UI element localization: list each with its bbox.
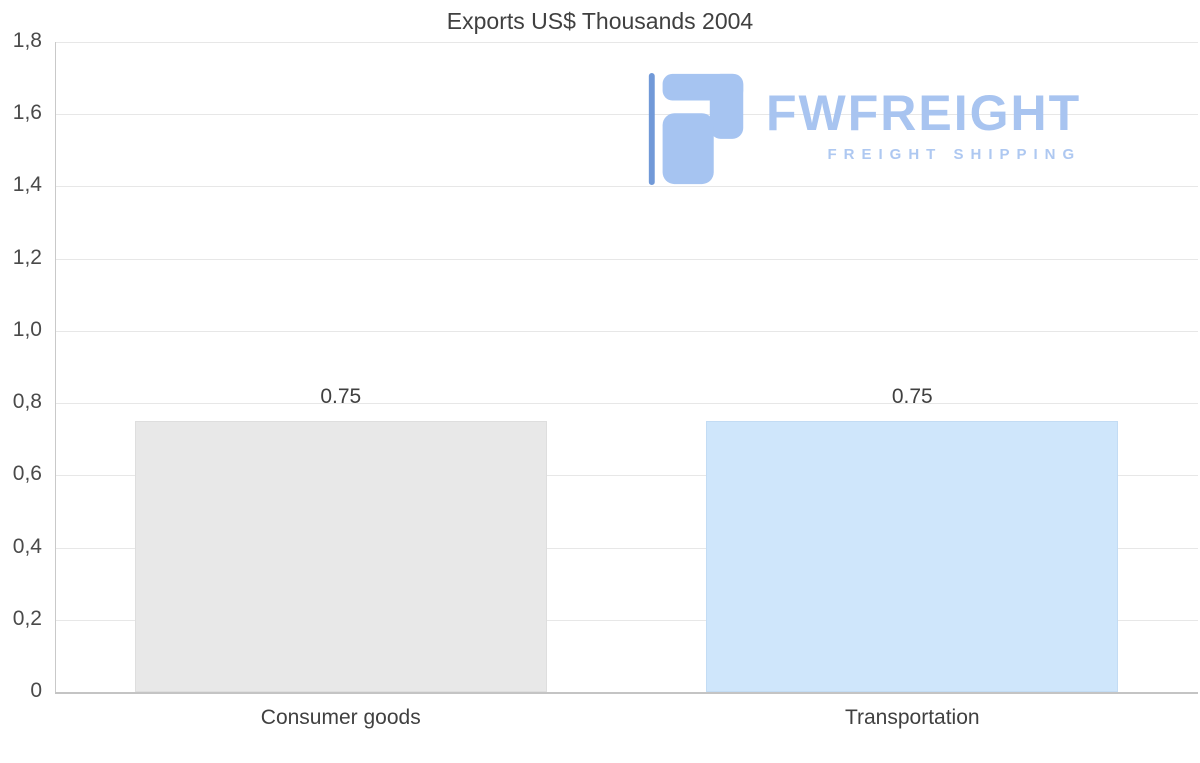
y-axis-tick-label: 0,4 bbox=[12, 534, 42, 558]
x-axis-category-label: Consumer goods bbox=[260, 706, 421, 729]
y-axis-tick-label: 1,6 bbox=[12, 101, 42, 125]
bar-value-label: 0.75 bbox=[891, 385, 933, 409]
x-axis-category-label: Transportation bbox=[844, 706, 980, 729]
y-axis-tick-label: 1,2 bbox=[12, 245, 42, 269]
x-axis-line bbox=[55, 692, 1198, 694]
y-axis-line bbox=[55, 42, 56, 692]
brand-watermark: FWFREIGHT FREIGHT SHIPPING bbox=[648, 70, 1081, 188]
bar-consumer-goods bbox=[134, 421, 547, 692]
gridline bbox=[55, 619, 1198, 621]
y-axis-tick-label: 1,4 bbox=[12, 173, 42, 197]
fwfreight-logo-icon bbox=[648, 72, 744, 186]
brand-text-block: FWFREIGHT FREIGHT SHIPPING bbox=[766, 70, 1081, 163]
gridline bbox=[55, 42, 1198, 43]
gridline bbox=[55, 114, 1198, 116]
gridline bbox=[55, 475, 1198, 477]
gridline bbox=[55, 258, 1198, 260]
bar-value-label: 0.75 bbox=[320, 385, 362, 409]
brand-tagline: FREIGHT SHIPPING bbox=[827, 146, 1082, 163]
y-axis-tick-label: 0,8 bbox=[12, 390, 42, 414]
bar-transportation bbox=[706, 421, 1119, 692]
y-axis-tick-label: 1,8 bbox=[12, 29, 42, 52]
y-axis-tick-label: 0,2 bbox=[12, 606, 42, 630]
y-axis-tick-label: 0 bbox=[30, 679, 42, 702]
gridline bbox=[55, 403, 1198, 405]
y-axis-tick-label: 0,6 bbox=[12, 462, 42, 486]
gridline bbox=[55, 186, 1198, 188]
y-axis-tick-label: 1,0 bbox=[12, 317, 42, 341]
gridline bbox=[55, 330, 1198, 332]
chart-title: Exports US$ Thousands 2004 bbox=[446, 8, 754, 34]
brand-name: FWFREIGHT bbox=[766, 85, 1082, 141]
gridline bbox=[55, 547, 1198, 549]
